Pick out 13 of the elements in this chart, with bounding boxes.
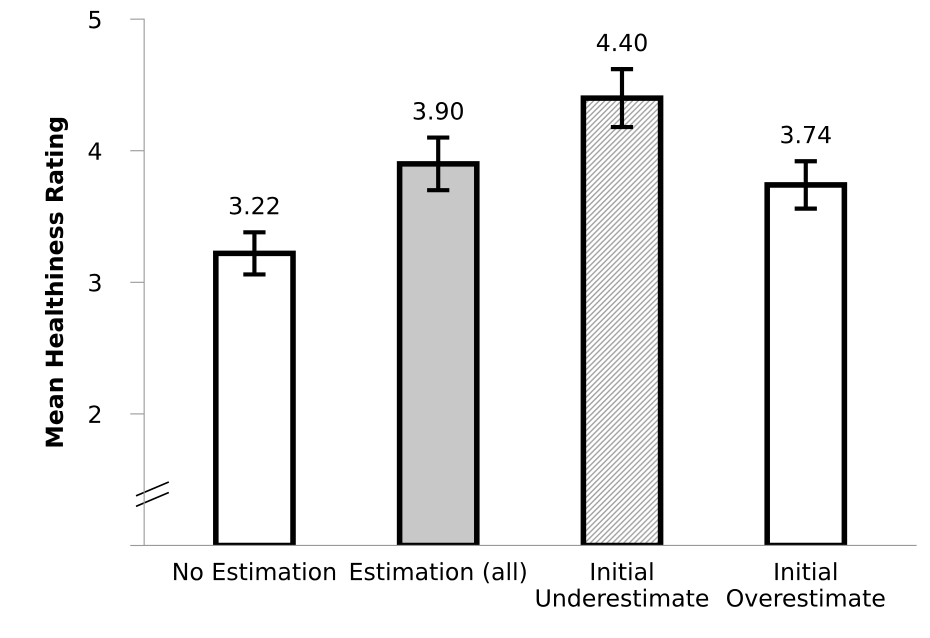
y-tick-label: 5 (89, 10, 100, 28)
data-label: 3.90 (414, 102, 463, 120)
x-tick-label: No Estimation (174, 562, 336, 580)
x-tick-label: Initial Overestimate (727, 562, 885, 607)
data-label: 3.22 (230, 196, 278, 215)
y-axis-title: Mean Healthiness Rating (44, 118, 68, 447)
data-label: 3.74 (781, 126, 831, 144)
x-tick-label: Initial Underestimate (536, 562, 708, 607)
y-tick-label: 2 (89, 405, 100, 423)
data-label: 4.40 (596, 34, 647, 52)
y-tick-label: 3 (89, 274, 101, 292)
x-tick-label: Estimation (all) (350, 562, 526, 584)
y-tick-label: 4 (88, 142, 102, 160)
